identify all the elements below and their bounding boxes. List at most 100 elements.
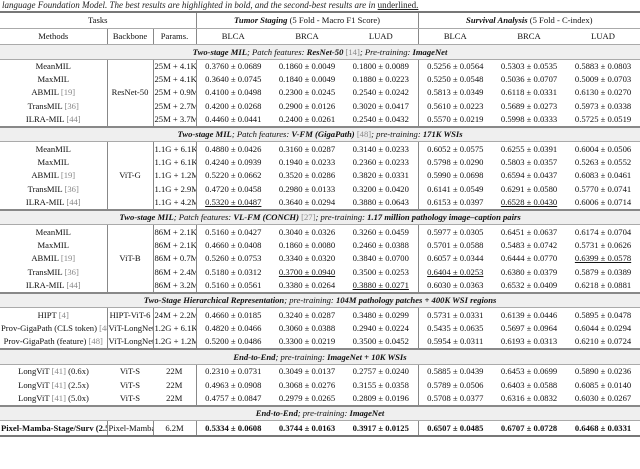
method-name: TransMIL xyxy=(27,183,63,194)
tumor-brca-value: 0.3240 ± 0.0287 xyxy=(270,308,344,322)
metric-value: 0.6316 ± 0.0832 xyxy=(500,392,558,403)
metric-value: 0.5570 ± 0.0219 xyxy=(427,114,484,125)
metric-value: 0.6528 ± 0.0430 xyxy=(500,197,558,208)
metric-value: 0.3820 ± 0.0331 xyxy=(352,170,409,181)
method-ref: [36] xyxy=(64,183,79,194)
tumor-luad-value: 0.3260 ± 0.0459 xyxy=(344,225,418,239)
table-row: MeanMIL ViT-G 1.1G + 6.1K 0.4880 ± 0.0426 0.… xyxy=(0,141,640,210)
survival-blca-value: 0.5610 ± 0.0223 xyxy=(417,99,493,113)
group-title-segment: ; pre-training: xyxy=(275,351,328,362)
params-cell: 1.1G + 6.1K xyxy=(154,143,197,154)
metric-value: 0.3020 ± 0.0417 xyxy=(352,100,409,111)
group-title-segment: ; pre-training: xyxy=(371,129,423,140)
survival-blca-value: 0.6052 ± 0.0575 xyxy=(417,141,493,156)
survival-brca-value: 0.6403 ± 0.0588 xyxy=(492,378,566,391)
method-name: MeanMIL xyxy=(35,143,71,154)
metric-value: 0.5895 ± 0.0478 xyxy=(574,309,632,320)
metric-value: 0.3640 ± 0.0745 xyxy=(205,74,262,85)
metric-value: 0.6153 ± 0.0397 xyxy=(427,197,484,208)
metric-value: 0.2460 ± 0.0388 xyxy=(352,240,409,251)
metric-value: 0.6255 ± 0.0391 xyxy=(500,143,558,154)
metric-value: 0.6139 ± 0.0446 xyxy=(500,309,558,320)
group-title-segment: 1.17 million pathology image–caption pai… xyxy=(367,212,521,223)
backbone-cell: Pixel-Mamba xyxy=(107,420,154,437)
method-ref: [19] xyxy=(60,253,76,264)
backbone-cell: ViT-LongNet xyxy=(107,335,154,350)
metric-value: 0.6030 ± 0.0363 xyxy=(427,280,484,291)
survival-luad-value: 0.6210 ± 0.0724 xyxy=(566,335,640,349)
survival-brca-value: 0.6380 ± 0.0379 xyxy=(492,265,566,278)
method-ref: [44] xyxy=(66,114,81,125)
method-cell: LongViT [41] (0.6x) xyxy=(0,364,107,378)
survival-brca-value: 0.6594 ± 0.0437 xyxy=(492,169,566,182)
method-name: ABMIL xyxy=(31,170,59,181)
metric-value: 0.5954 ± 0.0311 xyxy=(427,336,484,347)
caption-text: language Foundation Model. The best resu… xyxy=(2,0,378,10)
metric-value: 0.6594 ± 0.0437 xyxy=(500,170,558,181)
tumor-luad-value: 0.2540 ± 0.0242 xyxy=(344,86,418,99)
task-header-row: Tasks Tumor Staging (5 Fold - Macro F1 S… xyxy=(0,11,640,29)
metric-value: 0.4963 ± 0.0908 xyxy=(205,379,262,390)
tumor-brca-value: 0.1860 ± 0.0049 xyxy=(270,59,344,73)
metric-value: 0.6193 ± 0.0313 xyxy=(500,336,558,347)
survival-blca-value: 0.5813 ± 0.0349 xyxy=(417,86,493,100)
tumor-blca-value: 0.4720 ± 0.0458 xyxy=(195,182,271,196)
metric-value: 0.3880 ± 0.0643 xyxy=(352,197,409,208)
method-suffix: (2.5x) xyxy=(65,379,89,390)
params-cell: 24M + 2.2M xyxy=(154,309,197,320)
survival-luad-value: 0.5895 ± 0.0478 xyxy=(566,308,640,322)
metric-value: 0.2540 ± 0.0242 xyxy=(352,87,409,98)
metric-value: 0.3840 ± 0.0700 xyxy=(352,253,409,264)
survival-brca-value: 0.6707 ± 0.0728 xyxy=(492,420,567,437)
metric-value: 0.2540 ± 0.0432 xyxy=(352,114,409,125)
metric-value: 0.1940 ± 0.0233 xyxy=(278,157,336,168)
table-row: ABMIL [19] 25M + 0.9M 0.4100 ± 0.0498 0.230… xyxy=(0,86,640,100)
method-cell: Prov-GigaPath (CLS token) [48] xyxy=(0,321,108,336)
survival-luad-value: 0.6004 ± 0.0506 xyxy=(566,142,640,156)
tumor-luad-value: 0.3840 ± 0.0700 xyxy=(344,252,418,265)
params-cell: 1.1G + 6.1K xyxy=(154,157,197,168)
tumor-blca-value: 0.3760 ± 0.0689 xyxy=(195,59,271,73)
metric-value: 0.1800 ± 0.0089 xyxy=(352,60,409,71)
metric-value: 0.6507 ± 0.0485 xyxy=(427,422,484,433)
survival-brca-value: 0.6453 ± 0.0699 xyxy=(492,364,566,378)
metric-value: 0.5885 ± 0.0439 xyxy=(427,366,484,377)
table-row: LongViT [41] (0.6x) ViT-S 22M 0.2310 ± 0.07… xyxy=(0,364,640,379)
metric-value: 0.5697 ± 0.0964 xyxy=(500,323,558,334)
backbone-cell: ViT-S xyxy=(119,379,141,390)
col-surv-luad: LUAD xyxy=(566,28,640,45)
survival-luad-value: 0.6399 ± 0.0578 xyxy=(566,252,640,265)
survival-blca-value: 0.6141 ± 0.0549 xyxy=(417,182,493,196)
method-suffix: (0.6x) xyxy=(65,366,89,377)
metric-value: 0.2900 ± 0.0126 xyxy=(278,100,336,111)
survival-blca-value: 0.6404 ± 0.0253 xyxy=(417,265,493,279)
survival-blca-value: 0.5250 ± 0.0548 xyxy=(417,72,493,87)
metric-value: 0.6380 ± 0.0379 xyxy=(500,266,558,277)
tumor-blca-value: 0.2310 ± 0.0731 xyxy=(195,364,271,379)
table-row: ILRA-MIL [44] 1.1G + 4.2M 0.5320 ± 0.0487 0… xyxy=(0,195,640,210)
tumor-brca-value: 0.1840 ± 0.0049 xyxy=(270,73,344,86)
metric-value: 0.3744 ± 0.0163 xyxy=(278,422,336,433)
survival-blca-value: 0.6153 ± 0.0397 xyxy=(417,195,493,210)
method-name: MeanMIL xyxy=(35,60,71,71)
survival-blca-value: 0.5570 ± 0.0219 xyxy=(417,112,493,127)
survival-luad-value: 0.5725 ± 0.0519 xyxy=(566,113,640,127)
metric-value: 0.3700 ± 0.0940 xyxy=(278,266,336,277)
tumor-brca-value: 0.3640 ± 0.0294 xyxy=(270,196,344,210)
params-cell: 22M xyxy=(166,366,183,377)
tumor-staging-header: Tumor Staging (5 Fold - Macro F1 Score) xyxy=(195,11,419,29)
survival-blca-value: 0.5990 ± 0.0698 xyxy=(417,169,493,183)
tumor-brca-value: 0.3700 ± 0.0940 xyxy=(270,265,344,278)
tumor-luad-value: 0.1800 ± 0.0089 xyxy=(344,59,418,73)
table-row: TransMIL [36] 25M + 2.7M 0.4200 ± 0.0268 0.… xyxy=(0,99,640,113)
method-cell: MaxMIL xyxy=(0,238,108,253)
metric-value: 0.6532 ± 0.0409 xyxy=(500,280,558,291)
survival-blca-value: 0.5731 ± 0.0331 xyxy=(417,307,493,322)
params-cell: 86M + 0.7M xyxy=(154,253,197,264)
group-title-segment: ImageNet xyxy=(412,46,448,57)
group-title-segment: ; pre-training: xyxy=(284,295,336,306)
metric-value: 0.5879 ± 0.0389 xyxy=(574,266,632,277)
survival-brca-value: 0.6528 ± 0.0430 xyxy=(492,196,566,210)
metric-value: 0.1840 ± 0.0049 xyxy=(278,74,336,85)
metric-value: 0.3917 ± 0.0125 xyxy=(352,422,409,433)
